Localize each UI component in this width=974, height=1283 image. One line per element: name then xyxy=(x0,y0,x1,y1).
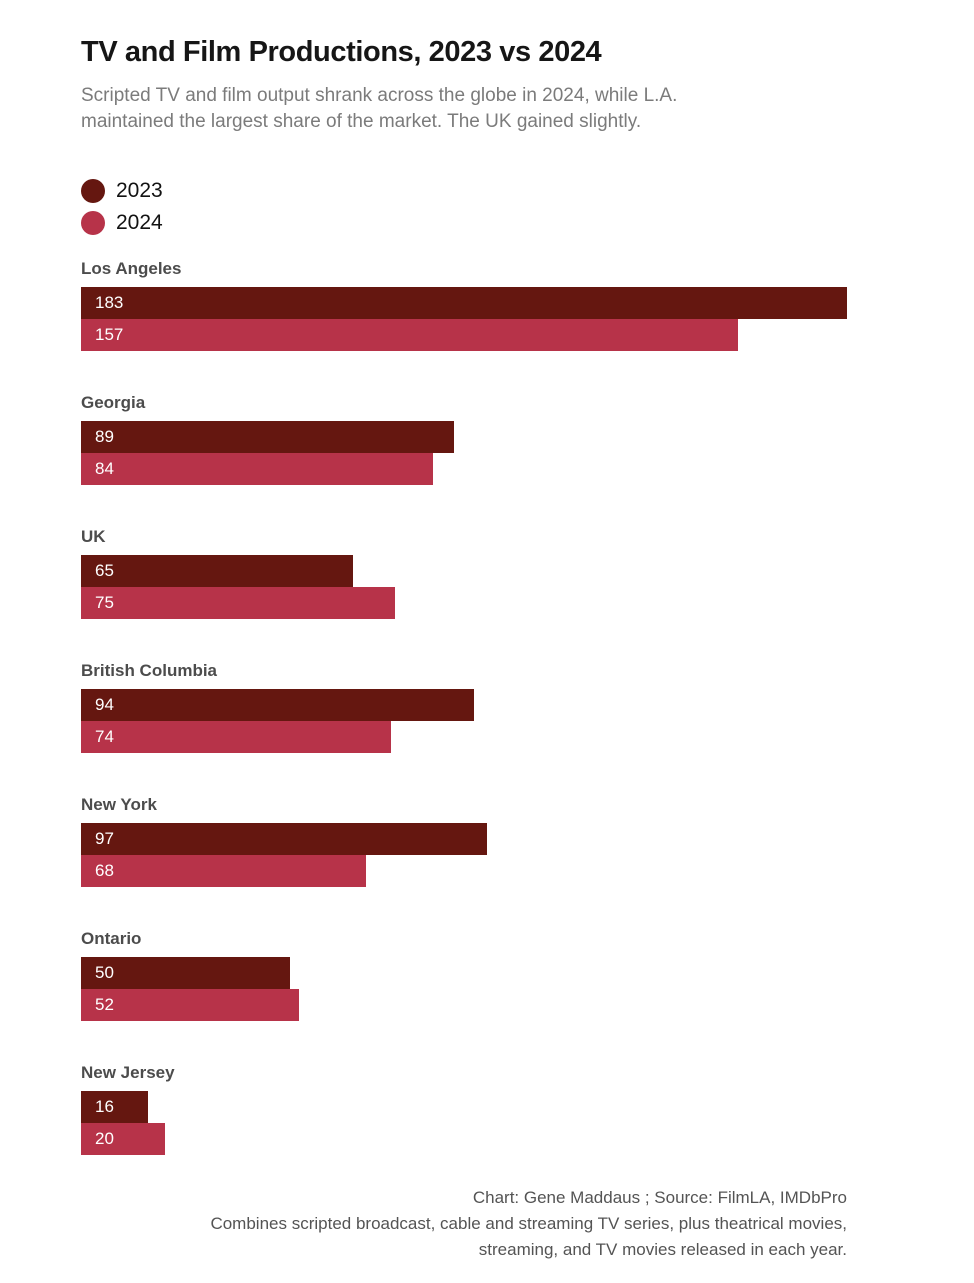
chart-subtitle: Scripted TV and film output shrank acros… xyxy=(81,83,847,135)
category-label: Georgia xyxy=(81,393,146,412)
legend-label-2024: 2024 xyxy=(116,211,163,234)
bar-value-2023: 94 xyxy=(95,695,114,714)
footer-note-line2: streaming, and TV movies released in eac… xyxy=(478,1240,847,1259)
footer-credit: Chart: Gene Maddaus ; Source: FilmLA, IM… xyxy=(472,1188,847,1207)
legend-label-2023: 2023 xyxy=(116,179,163,202)
bar-value-2024: 68 xyxy=(95,861,114,880)
legend-item-2023: 2023 xyxy=(81,179,847,203)
chart-subtitle-line1: Scripted TV and film output shrank acros… xyxy=(81,85,678,106)
bar-value-2024: 20 xyxy=(95,1129,114,1148)
bar-2023: 97 xyxy=(81,823,488,855)
legend-swatch-2023-icon xyxy=(81,179,105,203)
bar-2023: 183 xyxy=(81,287,847,319)
bar-group: Georgia 89 84 xyxy=(81,393,847,485)
bar-group: New York 97 68 xyxy=(81,795,847,887)
bar-2023: 89 xyxy=(81,421,454,453)
legend: 2023 2024 xyxy=(81,179,847,235)
bar-2023: 65 xyxy=(81,555,354,587)
chart-title: TV and Film Productions, 2023 vs 2024 xyxy=(81,36,602,68)
bar-value-2024: 75 xyxy=(95,593,114,612)
bar-value-2024: 157 xyxy=(95,325,124,344)
bar-value-2024: 52 xyxy=(95,995,114,1014)
chart-subtitle-line2: maintained the largest share of the mark… xyxy=(81,111,642,132)
bar-value-2023: 16 xyxy=(95,1097,114,1116)
bar-2023: 16 xyxy=(81,1091,148,1123)
footer-note-line1: Combines scripted broadcast, cable and s… xyxy=(210,1214,847,1233)
bar-value-2023: 50 xyxy=(95,963,114,982)
bar-2024: 52 xyxy=(81,989,299,1021)
legend-item-2024: 2024 xyxy=(81,211,847,235)
category-label: New York xyxy=(81,795,157,814)
legend-swatch-2024-icon xyxy=(81,211,105,235)
category-label: Los Angeles xyxy=(81,259,182,278)
bar-value-2023: 65 xyxy=(95,561,114,580)
bar-2023: 94 xyxy=(81,689,475,721)
bar-group: Los Angeles 183 157 xyxy=(81,259,847,351)
category-label: British Columbia xyxy=(81,661,218,680)
bar-group: UK 65 75 xyxy=(81,527,847,619)
bar-2023: 50 xyxy=(81,957,291,989)
bar-value-2024: 84 xyxy=(95,459,114,478)
bar-group: British Columbia 94 74 xyxy=(81,661,847,753)
bar-value-2024: 74 xyxy=(95,727,114,746)
bar-groups: Los Angeles 183 157 Georgia 89 84 UK 65 xyxy=(81,259,847,1155)
chart-footer: Chart: Gene Maddaus ; Source: FilmLA, IM… xyxy=(81,1185,847,1263)
bar-group: New Jersey 16 20 xyxy=(81,1063,847,1155)
bar-2024: 157 xyxy=(81,319,739,351)
bar-value-2023: 183 xyxy=(95,293,124,312)
bar-group: Ontario 50 52 xyxy=(81,929,847,1021)
bar-2024: 75 xyxy=(81,587,395,619)
category-label: Ontario xyxy=(81,929,142,948)
bar-2024: 20 xyxy=(81,1123,165,1155)
bar-value-2023: 97 xyxy=(95,829,114,848)
bar-2024: 84 xyxy=(81,453,433,485)
category-label: UK xyxy=(81,527,106,546)
bar-value-2023: 89 xyxy=(95,427,114,446)
bar-2024: 68 xyxy=(81,855,366,887)
category-label: New Jersey xyxy=(81,1063,175,1082)
bar-2024: 74 xyxy=(81,721,391,753)
